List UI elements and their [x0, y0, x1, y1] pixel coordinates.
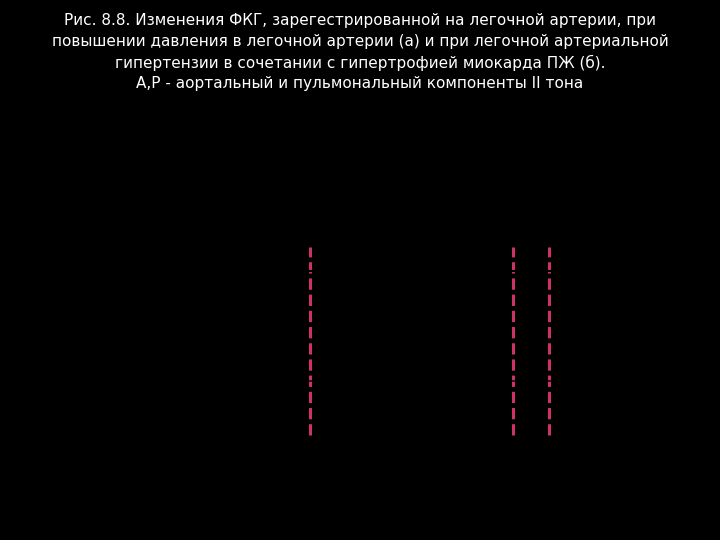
Text: Рис. 8.8. Изменения ФКГ, зарегестрированной на легочной артерии, при
повышении д: Рис. 8.8. Изменения ФКГ, зарегестрирован… [52, 14, 668, 91]
Text: а): а) [156, 160, 173, 176]
Text: А: А [489, 314, 498, 328]
Text: Р: Р [317, 285, 325, 299]
Text: А: А [266, 314, 275, 328]
Text: б): б) [423, 160, 441, 176]
Text: Р: Р [556, 285, 564, 299]
